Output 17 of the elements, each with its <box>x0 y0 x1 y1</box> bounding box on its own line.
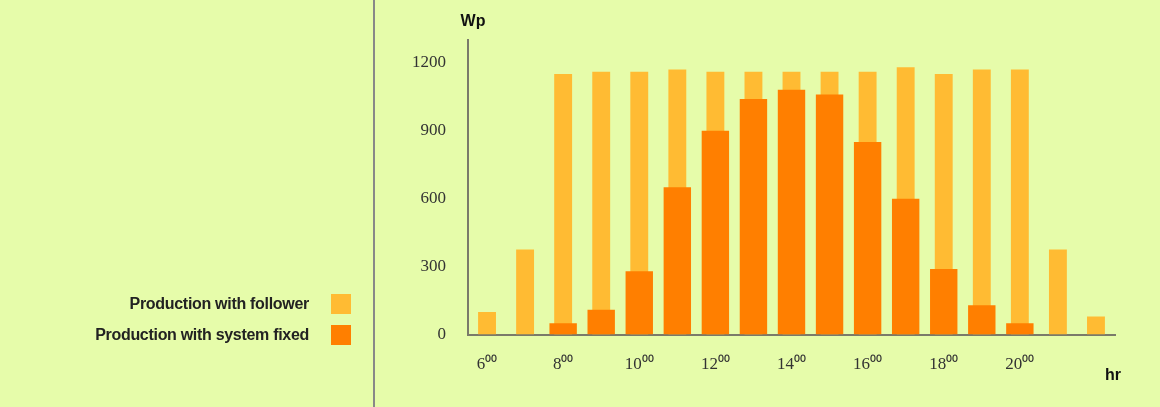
x-axis-title: hr <box>1105 366 1121 384</box>
y-tick-label: 0 <box>437 324 446 344</box>
x-tick-label: 18⁰⁰ <box>929 354 959 374</box>
y-tick-label: 600 <box>420 188 446 208</box>
y-tick-label: 900 <box>420 120 446 140</box>
x-tick-label: 16⁰⁰ <box>853 354 883 374</box>
legend-label: Production with follower <box>129 294 309 313</box>
legend-label: Production with system fixed <box>95 325 309 344</box>
y-tick-label: 300 <box>420 256 446 276</box>
x-tick-label: 6⁰⁰ <box>476 354 498 374</box>
x-tick-label: 14⁰⁰ <box>777 354 806 374</box>
x-tick-label: 8⁰⁰ <box>552 354 574 374</box>
x-tick-label: 20⁰⁰ <box>1005 354 1035 374</box>
x-tick-label: 12⁰⁰ <box>700 354 730 374</box>
x-tick-label: 10⁰⁰ <box>624 354 654 374</box>
y-axis-title: Wp <box>460 12 486 30</box>
y-tick-label: 1200 <box>412 52 446 72</box>
